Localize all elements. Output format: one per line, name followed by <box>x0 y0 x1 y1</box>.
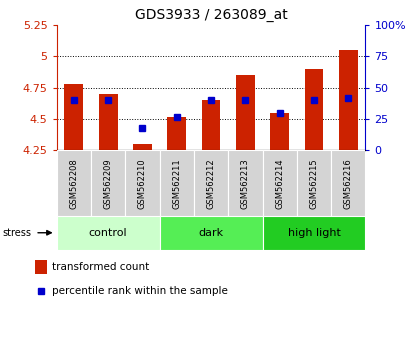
Bar <box>262 216 365 250</box>
Bar <box>304 69 323 150</box>
Bar <box>167 116 186 150</box>
Text: GSM562209: GSM562209 <box>104 158 113 209</box>
Bar <box>228 150 262 216</box>
Bar <box>160 216 262 250</box>
Bar <box>236 75 255 150</box>
Bar <box>57 150 91 216</box>
Bar <box>262 150 297 216</box>
Bar <box>64 84 83 150</box>
Bar <box>331 150 365 216</box>
Bar <box>194 150 228 216</box>
Bar <box>339 50 358 150</box>
Text: percentile rank within the sample: percentile rank within the sample <box>52 286 227 296</box>
Bar <box>160 150 194 216</box>
Title: GDS3933 / 263089_at: GDS3933 / 263089_at <box>135 8 287 22</box>
Text: GSM562211: GSM562211 <box>172 158 181 209</box>
Text: GSM562210: GSM562210 <box>138 158 147 209</box>
Bar <box>133 144 152 150</box>
Text: GSM562215: GSM562215 <box>310 158 318 209</box>
Bar <box>125 150 160 216</box>
Text: GSM562213: GSM562213 <box>241 158 250 209</box>
Text: GSM562212: GSM562212 <box>207 158 215 209</box>
Text: control: control <box>89 228 127 238</box>
Bar <box>99 94 118 150</box>
Text: high light: high light <box>288 228 340 238</box>
Bar <box>35 261 47 274</box>
Bar <box>270 113 289 150</box>
Text: stress: stress <box>3 228 32 238</box>
Text: transformed count: transformed count <box>52 262 149 272</box>
Text: GSM562216: GSM562216 <box>344 158 353 209</box>
Bar <box>202 100 220 150</box>
Bar <box>91 150 125 216</box>
Text: GSM562208: GSM562208 <box>69 158 79 209</box>
Bar <box>57 216 160 250</box>
Bar <box>297 150 331 216</box>
Text: GSM562214: GSM562214 <box>275 158 284 209</box>
Text: dark: dark <box>199 228 223 238</box>
